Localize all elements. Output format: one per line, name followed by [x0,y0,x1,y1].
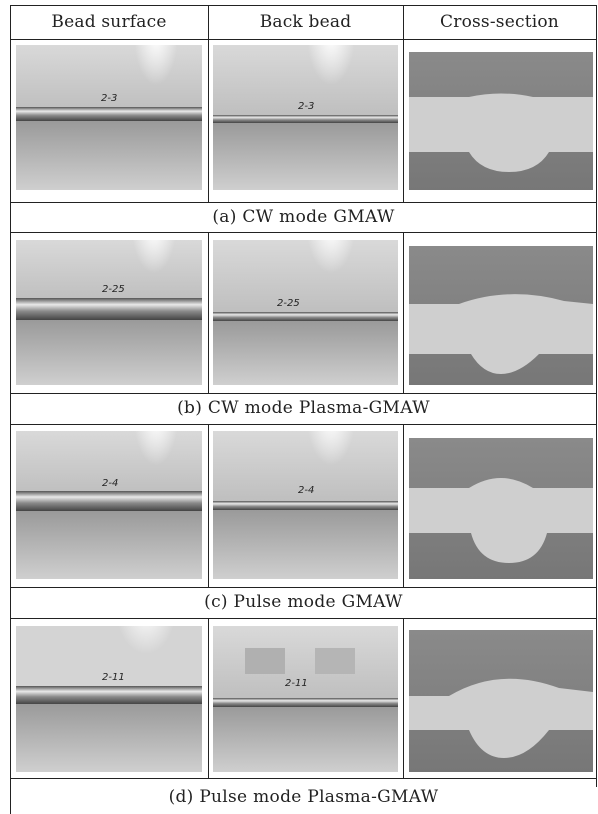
cross-section-photo [409,246,593,385]
specimen-mark: 2-4 [298,485,314,496]
grid-line [208,424,209,587]
cross-section-photo [409,438,593,579]
specimen-mark: 2-25 [277,298,300,309]
back-bead-photo: 2-25 [213,240,398,385]
bead-surface-photo: 2-4 [16,431,202,579]
grid-line [10,5,597,6]
grid-line [10,424,597,425]
specimen-mark: 2-11 [285,678,308,689]
back-bead-photo: 2-11 [213,626,398,772]
column-header-bead-surface: Bead surface [51,12,167,32]
specimen-mark: 2-11 [102,672,125,683]
grid-line [403,424,404,587]
back-bead-photo: 2-3 [213,45,398,190]
column-header-back-bead: Back bead [259,12,352,32]
column-header-cross-section: Cross-section [440,12,559,32]
row-caption: (d) Pulse mode Plasma-GMAW [168,787,439,807]
grid-line [10,393,597,394]
grid-line [403,232,404,393]
grid-line [10,587,597,588]
grid-line [10,232,597,233]
bead-surface-photo: 2-11 [16,626,202,772]
grid-line [403,618,404,778]
grid-line [403,5,404,202]
specimen-mark: 2-4 [102,478,118,489]
grid-line [10,618,597,619]
grid-line [10,202,597,203]
grid-line [208,618,209,778]
row-caption: (a) CW mode GMAW [212,207,395,227]
specimen-mark: 2-3 [298,101,314,112]
grid-line [596,5,597,787]
specimen-mark: 2-25 [102,284,125,295]
cross-section-photo [409,52,593,190]
grid-line [208,5,209,202]
cross-section-photo [409,630,593,772]
grid-line [10,778,597,779]
row-caption: (b) CW mode Plasma-GMAW [177,398,430,418]
grid-line [10,5,11,814]
bead-surface-photo: 2-3 [16,45,202,190]
back-bead-photo: 2-4 [213,431,398,579]
row-caption: (c) Pulse mode GMAW [204,592,403,612]
specimen-mark: 2-3 [101,93,117,104]
grid-line [208,232,209,393]
grid-line [10,39,597,40]
bead-surface-photo: 2-25 [16,240,202,385]
